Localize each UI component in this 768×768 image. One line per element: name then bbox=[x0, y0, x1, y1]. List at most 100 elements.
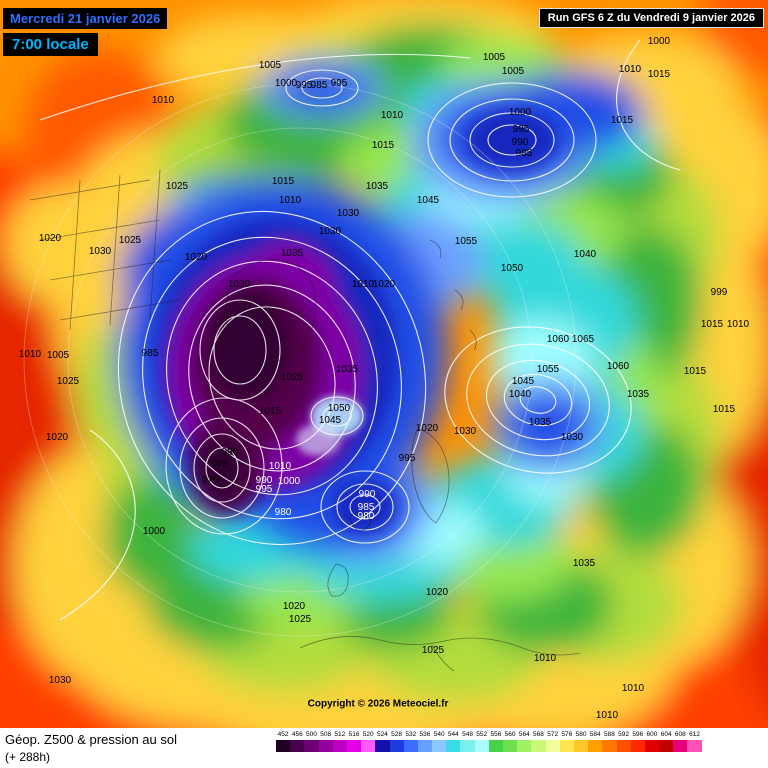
pressure-label: 1040 bbox=[573, 249, 597, 260]
legend-cell: 520 bbox=[361, 731, 376, 752]
legend-value: 564 bbox=[518, 731, 530, 738]
pressure-label: 1035 bbox=[280, 248, 304, 259]
legend-cell: 608 bbox=[673, 731, 688, 752]
pressure-label: 1035 bbox=[626, 389, 650, 400]
legend-value: 456 bbox=[291, 731, 303, 738]
legend-value: 500 bbox=[306, 731, 317, 738]
pressure-label: 1045 bbox=[416, 195, 440, 206]
pressure-label: 1030 bbox=[318, 226, 342, 237]
legend-value: 588 bbox=[603, 731, 615, 738]
forecast-time: 7:00 locale bbox=[3, 33, 98, 56]
legend-swatch bbox=[375, 740, 390, 752]
pressure-label: 975 bbox=[211, 459, 229, 470]
pressure-label: 1015 bbox=[371, 140, 395, 151]
pressure-label: 1010 bbox=[18, 349, 42, 360]
legend-swatch bbox=[673, 740, 688, 752]
legend-cell: 512 bbox=[332, 731, 347, 752]
legend-swatch bbox=[517, 740, 532, 752]
legend-swatch bbox=[602, 740, 617, 752]
pressure-label: 1015 bbox=[258, 406, 282, 417]
pressure-label: 1055 bbox=[536, 364, 560, 375]
pressure-label: 1020 bbox=[415, 423, 439, 434]
legend-value: 592 bbox=[618, 731, 630, 738]
legend-swatch bbox=[389, 740, 404, 752]
pressure-label: 995 bbox=[398, 453, 416, 464]
pressure-label: 1030 bbox=[560, 432, 584, 443]
legend-swatch bbox=[687, 740, 702, 752]
legend-cell: 560 bbox=[503, 731, 518, 752]
pressure-label: 1055 bbox=[454, 236, 478, 247]
pressure-label: 1005 bbox=[258, 60, 282, 71]
pressure-label: 1025 bbox=[118, 235, 142, 246]
legend-swatch bbox=[488, 740, 503, 752]
pressure-label: 990 bbox=[255, 475, 273, 486]
pressure-label: 1035 bbox=[365, 181, 389, 192]
legend-swatch bbox=[644, 740, 660, 752]
legend-cell: 584 bbox=[588, 731, 603, 752]
legend-value: 604 bbox=[660, 731, 672, 738]
legend-cell: 600 bbox=[644, 731, 660, 752]
pressure-label: 985 bbox=[141, 348, 159, 359]
legend-swatch bbox=[276, 740, 291, 752]
pressure-label: 1015 bbox=[647, 69, 671, 80]
pressure-label: 1040 bbox=[508, 389, 532, 400]
legend-swatch bbox=[446, 740, 461, 752]
legend-cell: 612 bbox=[687, 731, 702, 752]
legend-swatch bbox=[616, 740, 631, 752]
legend-cell: 524 bbox=[375, 731, 390, 752]
pressure-label: 1020 bbox=[184, 252, 208, 263]
legend-cell: 456 bbox=[290, 731, 305, 752]
forecast-date: Mercredi 21 janvier 2026 bbox=[3, 8, 168, 29]
legend-value: 552 bbox=[476, 731, 488, 738]
pressure-label: 1045 bbox=[318, 415, 342, 426]
legend-value: 572 bbox=[547, 731, 559, 738]
legend-value: 528 bbox=[391, 731, 403, 738]
pressure-label: 990 bbox=[358, 489, 376, 500]
pressure-label: 1035 bbox=[572, 558, 596, 569]
pressure-label: 1020 bbox=[38, 233, 62, 244]
pressure-label: 1005 bbox=[501, 66, 525, 77]
legend-swatch bbox=[545, 740, 560, 752]
legend-value: 568 bbox=[533, 731, 544, 738]
pressure-label: 1030 bbox=[48, 675, 72, 686]
pressure-label: 1020 bbox=[45, 432, 69, 443]
pressure-label: 995 bbox=[295, 80, 313, 91]
pressure-label: 1015 bbox=[712, 404, 736, 415]
pressure-label: 980 bbox=[274, 507, 292, 518]
pressure-label: 1035 bbox=[528, 417, 552, 428]
legend-value: 516 bbox=[348, 731, 360, 738]
pressure-label: 990 bbox=[511, 137, 529, 148]
legend-swatch bbox=[417, 740, 433, 752]
pressure-label: 1015 bbox=[271, 176, 295, 187]
legend-scale: 452 456 500 508 512 516 520 524 528 532 536 540 544 5… bbox=[276, 731, 702, 752]
pressure-label: 1010 bbox=[151, 95, 175, 106]
pressure-label: 999 bbox=[710, 287, 728, 298]
legend-cell: 508 bbox=[318, 731, 333, 752]
legend-swatch bbox=[588, 740, 603, 752]
legend-value: 540 bbox=[433, 731, 445, 738]
copyright-text: Copyright © 2026 Meteociel.fr bbox=[307, 698, 449, 710]
legend-cell: 500 bbox=[304, 731, 319, 752]
legend-cell: 536 bbox=[417, 731, 433, 752]
legend-swatch bbox=[659, 740, 674, 752]
legend-value: 508 bbox=[320, 731, 332, 738]
legend-swatch bbox=[403, 740, 418, 752]
pressure-label: 1010 bbox=[278, 195, 302, 206]
legend-cell: 516 bbox=[346, 731, 362, 752]
legend-value: 612 bbox=[689, 731, 700, 738]
pressure-label: 1025 bbox=[56, 376, 80, 387]
legend-value: 580 bbox=[575, 731, 587, 738]
legend-cell: 576 bbox=[559, 731, 574, 752]
legend-cell: 552 bbox=[474, 731, 489, 752]
legend-value: 584 bbox=[589, 731, 601, 738]
legend-value: 548 bbox=[462, 731, 473, 738]
legend-cell: 548 bbox=[460, 731, 475, 752]
pressure-label: 985 bbox=[515, 148, 533, 159]
legend-cell: 544 bbox=[446, 731, 461, 752]
pressure-label: 970 bbox=[201, 475, 219, 486]
legend-value: 608 bbox=[674, 731, 686, 738]
pressure-label: 1005 bbox=[482, 52, 506, 63]
pressure-label: 1000 bbox=[508, 107, 532, 118]
legend-swatch bbox=[304, 740, 319, 752]
